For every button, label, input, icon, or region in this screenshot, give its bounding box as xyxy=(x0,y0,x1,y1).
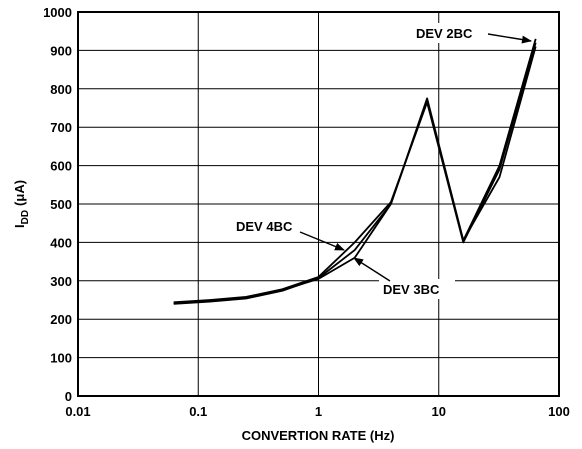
annotation-dev-4bc-arrow xyxy=(299,231,345,251)
series-group xyxy=(173,38,537,305)
annotation-dev-2bc-label: DEV 2BC xyxy=(416,26,473,41)
annotations: DEV 2BC DEV 4BC DEV 3BC xyxy=(232,23,532,299)
annotation-dev-3bc: DEV 3BC xyxy=(353,257,455,299)
series-line-dev-3bc xyxy=(173,46,537,304)
y-tick-label-2: 200 xyxy=(50,312,72,327)
plot-frame xyxy=(77,11,560,397)
x-tick-labels: 0.01 0.1 1 10 100 xyxy=(65,404,570,419)
annotation-dev-3bc-arrow xyxy=(353,257,391,282)
y-axis-label-main: I xyxy=(12,224,27,228)
x-tick-label-0: 0.01 xyxy=(65,404,90,419)
annotation-dev-2bc: DEV 2BC xyxy=(412,23,532,44)
x-tick-label-3: 10 xyxy=(432,404,446,419)
x-tick-label-2: 1 xyxy=(315,404,322,419)
series-line-dev-2bc xyxy=(173,38,537,305)
y-tick-label-7: 700 xyxy=(50,120,72,135)
y-axis-label-unit: (μA) xyxy=(12,180,27,206)
annotation-dev-2bc-arrow xyxy=(487,33,532,44)
series-line-dev-4bc xyxy=(173,42,537,304)
x-axis-label: CONVERTION RATE (Hz) xyxy=(242,428,395,443)
y-tick-label-10: 1000 xyxy=(43,5,72,20)
annotation-dev-4bc-label: DEV 4BC xyxy=(236,219,293,234)
y-tick-labels: 0 100 200 300 400 500 600 700 800 900 1000 xyxy=(43,5,72,404)
y-axis-label-sub: DD xyxy=(20,210,31,224)
x-tick-label-1: 0.1 xyxy=(189,404,207,419)
annotation-dev-3bc-label: DEV 3BC xyxy=(383,282,440,297)
y-tick-label-8: 800 xyxy=(50,82,72,97)
y-tick-label-1: 100 xyxy=(50,351,72,366)
x-tick-label-4: 100 xyxy=(548,404,570,419)
y-tick-label-5: 500 xyxy=(50,197,72,212)
y-tick-label-6: 600 xyxy=(50,159,72,174)
grid xyxy=(77,11,560,397)
y-tick-label-4: 400 xyxy=(50,235,72,250)
y-tick-label-9: 900 xyxy=(50,43,72,58)
y-tick-label-3: 300 xyxy=(50,274,72,289)
y-tick-label-0: 0 xyxy=(65,389,72,404)
annotation-dev-4bc: DEV 4BC xyxy=(232,216,345,251)
y-axis-label: IDD (μA) xyxy=(12,180,31,228)
